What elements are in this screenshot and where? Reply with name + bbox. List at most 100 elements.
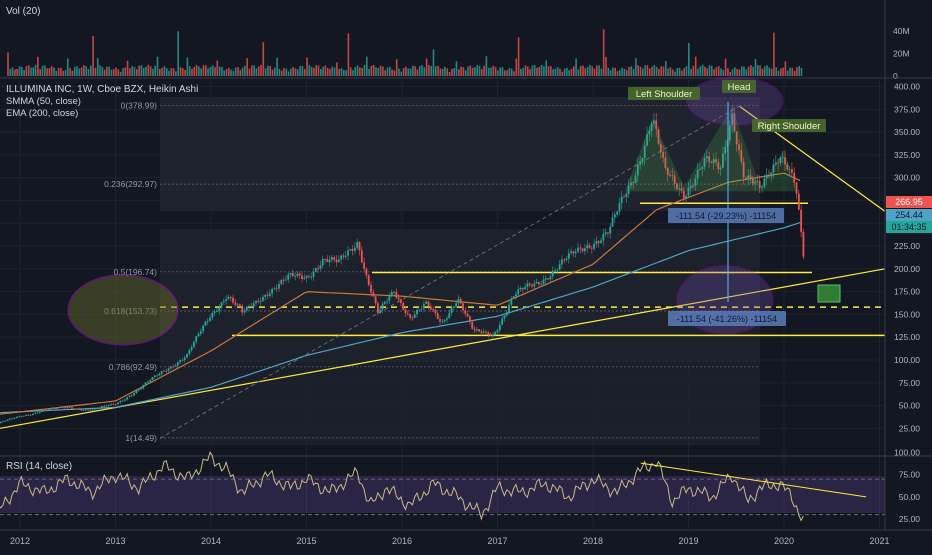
volume-pane: Vol (20) 40M 20M 0 bbox=[6, 6, 910, 81]
candle-body bbox=[485, 331, 487, 333]
volume-bar bbox=[108, 66, 110, 76]
volume-bar bbox=[297, 69, 299, 76]
volume-bar bbox=[23, 69, 25, 76]
candle-body bbox=[418, 309, 421, 311]
price-tick-label: 75.00 bbox=[899, 378, 921, 388]
candle-body bbox=[574, 251, 577, 254]
fib-shade-top bbox=[160, 97, 760, 211]
volume-bar bbox=[163, 66, 166, 76]
volume-bar bbox=[628, 66, 630, 76]
candle-body bbox=[770, 172, 773, 177]
candle-body bbox=[38, 412, 41, 413]
candle-body bbox=[280, 279, 283, 285]
volume-bar bbox=[474, 67, 476, 76]
candle-body bbox=[510, 298, 513, 305]
candle-body bbox=[344, 255, 347, 257]
volume-bar bbox=[18, 66, 21, 76]
volume-bar bbox=[773, 32, 775, 76]
volume-bar bbox=[418, 65, 421, 76]
candle-body bbox=[119, 400, 122, 403]
volume-bar bbox=[106, 66, 108, 76]
volume-bar bbox=[175, 71, 177, 76]
candle-body bbox=[676, 183, 678, 190]
volume-bar bbox=[398, 68, 400, 76]
volume-bar bbox=[416, 69, 419, 76]
candle-body bbox=[429, 306, 432, 310]
volume-bar bbox=[306, 57, 308, 76]
candle-body bbox=[301, 275, 303, 279]
candle-body bbox=[252, 303, 255, 307]
candle-body bbox=[319, 265, 322, 269]
x-tick-label: 2015 bbox=[296, 536, 316, 546]
rsi-pane: RSI (14, close) 100.00 75.00 50.00 25.00 bbox=[0, 447, 920, 524]
rsi-tick-label: 75.00 bbox=[899, 470, 921, 480]
volume-bar bbox=[230, 69, 232, 76]
volume-bar bbox=[515, 58, 518, 76]
volume-bar bbox=[78, 68, 81, 76]
volume-bar bbox=[372, 64, 375, 76]
volume-bar bbox=[701, 64, 704, 76]
volume-bar bbox=[536, 67, 538, 76]
volume-bar bbox=[563, 68, 566, 76]
volume-bar bbox=[239, 69, 242, 76]
candle-body bbox=[137, 389, 140, 391]
volume-bar bbox=[711, 65, 713, 76]
candle-body bbox=[66, 406, 69, 408]
candle-body bbox=[457, 298, 460, 304]
volume-bar bbox=[170, 68, 173, 76]
fib-level-label: 0.236(292.97) bbox=[104, 179, 157, 189]
candle-body bbox=[715, 159, 717, 163]
candle-body bbox=[232, 297, 234, 303]
candle-body bbox=[13, 417, 16, 419]
volume-bar bbox=[241, 67, 244, 76]
price-tick-label: 175.00 bbox=[894, 287, 920, 297]
volume-bar bbox=[407, 68, 409, 76]
candle-body bbox=[110, 403, 113, 405]
candle-body bbox=[29, 414, 32, 416]
candle-body bbox=[609, 226, 612, 234]
candle-body bbox=[351, 248, 354, 251]
volume-bar bbox=[540, 64, 543, 76]
candle-body bbox=[377, 303, 379, 313]
volume-bar bbox=[483, 65, 485, 76]
candle-body bbox=[188, 350, 191, 354]
candle-body bbox=[103, 405, 106, 407]
volume-bar bbox=[113, 69, 115, 76]
volume-bar bbox=[499, 67, 501, 76]
volume-bar bbox=[786, 70, 789, 76]
volume-bar bbox=[276, 57, 278, 76]
volume-bar bbox=[577, 69, 580, 76]
candle-body bbox=[664, 157, 667, 168]
candle-body bbox=[324, 258, 326, 260]
candle-body bbox=[91, 409, 94, 411]
volume-bar bbox=[71, 70, 74, 76]
volume-bar bbox=[428, 65, 430, 76]
volume-bar bbox=[253, 65, 255, 76]
candle-body bbox=[241, 307, 244, 313]
candle-body bbox=[273, 288, 276, 290]
candle-body bbox=[489, 335, 492, 336]
volume-bar bbox=[368, 68, 370, 76]
price-tick-label: 300.00 bbox=[894, 173, 920, 183]
candle-body bbox=[616, 211, 619, 215]
candle-body bbox=[61, 406, 64, 408]
candle-body bbox=[653, 120, 655, 124]
volume-bar bbox=[508, 67, 511, 76]
candle-body bbox=[797, 193, 800, 210]
volume-bar bbox=[720, 68, 722, 76]
candle-body bbox=[388, 296, 391, 301]
candle-body bbox=[584, 248, 586, 252]
candle-body bbox=[296, 273, 299, 277]
candle-body bbox=[78, 408, 80, 410]
candle-body bbox=[216, 311, 218, 313]
volume-bar bbox=[612, 67, 614, 76]
volume-bar bbox=[699, 66, 702, 76]
volume-bar bbox=[34, 64, 37, 76]
candle-body bbox=[271, 289, 274, 294]
head-label: Head bbox=[728, 82, 751, 93]
volume-bar bbox=[743, 66, 745, 76]
volume-bar bbox=[529, 69, 531, 76]
candle-body bbox=[620, 196, 623, 203]
